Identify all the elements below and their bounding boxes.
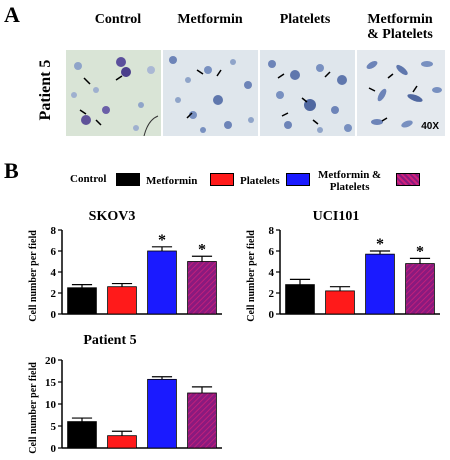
y-tick-label: 0 [51,443,57,455]
chart-title: Patient 5 [83,333,136,348]
y-axis-label: Cell number per field [246,230,257,322]
chart-title: SKOV3 [89,209,136,224]
legend-label-metformin-platelets: Metformin & Platelets [318,169,382,193]
y-tick-label: 20 [45,355,57,367]
legend-swatch-control [116,173,140,186]
micrograph-metformin-image [169,56,254,133]
bar-1 [67,421,97,449]
chart-title: UCI101 [313,209,360,224]
y-tick-label: 4 [51,267,57,279]
bar-3 [365,253,395,315]
legend-swatch-metformin-platelets [396,173,420,186]
significance-star: * [416,243,424,260]
column-header-metformin-platelets: Metformin & Platelets [367,12,433,42]
y-tick-label: 5 [51,421,57,433]
micrograph-metformin [163,50,258,136]
magnification-label: 40X [421,121,439,132]
micrograph-metformin-platelets: 40X [357,50,445,136]
y-tick-label: 4 [269,267,275,279]
column-header-metformin: Metformin [177,12,243,27]
chart-skov3: SKOV3 Cell number per field 0 2 4 6 8 * * [28,209,222,322]
legend-swatch-metformin [210,173,234,186]
bar-4 [187,392,217,449]
micrograph-platelets-image [268,60,352,133]
legend-swatch-platelets [286,173,310,186]
bar-1 [67,287,97,315]
y-tick-label: 2 [269,288,275,300]
bar-4 [405,263,435,315]
y-tick-label: 0 [51,309,57,321]
significance-star: * [376,236,384,253]
legend-label-platelets: Platelets [240,175,280,187]
y-tick-label: 0 [269,309,275,321]
row-label-patient5: Patient 5 [34,48,58,138]
legend: Control Metformin Platelets Metformin & … [70,169,450,205]
legend-label-control: Control [70,173,107,185]
micrograph-platelets [260,50,355,136]
bar-1 [285,284,315,315]
y-axis-label: Cell number per field [28,230,39,322]
micrograph-control-image [71,57,159,136]
y-tick-label: 6 [51,246,57,258]
column-header-platelets: Platelets [279,12,331,27]
chart-patient5: Patient 5 Cell number per field 0 5 10 15 20 [28,333,222,455]
micrograph-control [66,50,161,136]
significance-star: * [158,232,166,249]
y-tick-label: 10 [45,399,57,411]
y-axis-label: Cell number per field [28,362,39,454]
y-tick-label: 6 [269,246,275,258]
bar-4 [187,261,217,315]
chart-uci101: UCI101 Cell number per field 0 2 4 6 8 * * [246,209,440,322]
bar-3 [147,378,177,449]
bar-3 [147,250,177,315]
column-header-control: Control [94,12,142,27]
y-tick-label: 2 [51,288,57,300]
row-label-text: Patient 5 [37,59,54,121]
micrograph-metformin-platelets-image [366,61,442,128]
bar-2 [107,435,137,449]
panel-a-letter: A [4,2,20,27]
legend-label-metformin: Metformin [146,175,198,187]
significance-star: * [198,241,206,258]
y-tick-label: 8 [51,225,57,237]
bar-2 [107,286,137,315]
y-tick-label: 8 [269,225,275,237]
bar-2 [325,290,355,315]
panel-b-letter: B [4,158,19,183]
y-tick-label: 15 [45,377,57,389]
